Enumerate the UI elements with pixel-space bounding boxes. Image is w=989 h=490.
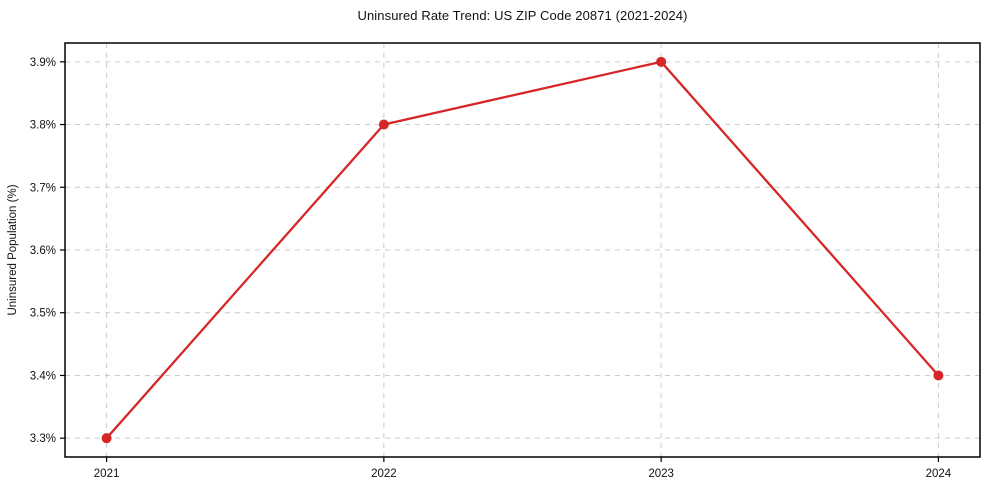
- y-tick-label: 3.7%: [30, 182, 56, 194]
- data-point-marker: [378, 119, 389, 130]
- y-tick-label: 3.9%: [30, 57, 56, 69]
- y-tick-label: 3.4%: [30, 370, 56, 382]
- x-tick-label: 2024: [926, 468, 952, 480]
- y-tick-label: 3.3%: [30, 433, 56, 445]
- data-point-marker: [656, 56, 667, 67]
- y-tick-label: 3.5%: [30, 308, 56, 320]
- data-point-marker: [933, 370, 944, 381]
- x-tick-label: 2021: [94, 468, 120, 480]
- axes-frame: [64, 42, 981, 458]
- y-tick-label: 3.8%: [30, 120, 56, 132]
- x-tick-label: 2022: [371, 468, 397, 480]
- trend-line: [105, 60, 940, 440]
- data-point-marker: [101, 433, 112, 444]
- x-tick-label: 2023: [648, 468, 674, 480]
- y-tick-label: 3.6%: [30, 245, 56, 257]
- chart-title: Uninsured Rate Trend: US ZIP Code 20871 …: [357, 8, 688, 23]
